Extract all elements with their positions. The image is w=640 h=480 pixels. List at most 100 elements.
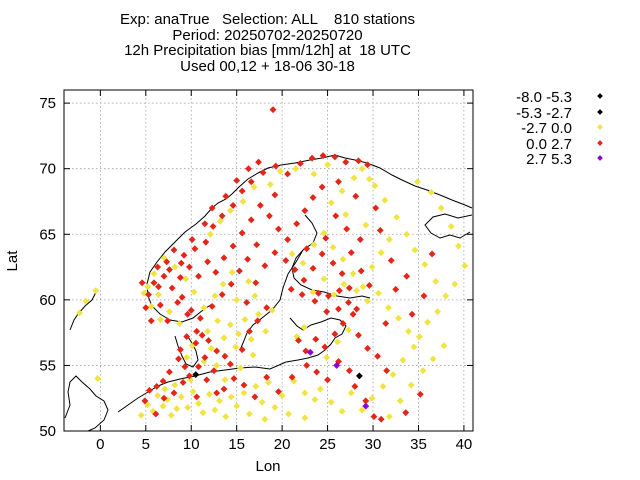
title-line-4: Used 00,12 + 18-06 30-18 — [180, 57, 355, 75]
chart-title-block: Exp: anaTrue Selection: ALL 810 stations… — [0, 12, 535, 74]
data-point — [251, 292, 259, 300]
data-point — [195, 272, 202, 280]
data-point — [300, 276, 308, 284]
data-point — [142, 304, 150, 312]
data-point — [262, 327, 270, 335]
legend-label: -8.0 -5.3 — [516, 89, 572, 106]
data-point — [315, 289, 322, 297]
data-point — [170, 246, 178, 254]
data-point — [355, 331, 362, 339]
data-point — [247, 335, 255, 343]
data-point — [292, 165, 300, 173]
data-point — [150, 270, 158, 278]
data-point — [368, 263, 376, 271]
data-point — [421, 261, 429, 268]
data-point — [187, 306, 195, 314]
data-point — [377, 415, 385, 423]
data-point — [318, 183, 326, 191]
data-point — [323, 308, 331, 316]
data-point — [222, 192, 230, 200]
data-point — [233, 402, 241, 410]
data-point — [440, 342, 448, 350]
coastline-gulf-bothnia — [291, 214, 371, 299]
data-point — [220, 254, 228, 262]
data-point — [176, 274, 184, 281]
data-point — [301, 207, 309, 215]
data-point — [338, 270, 346, 278]
data-point — [193, 327, 201, 335]
coastline-uk — [64, 375, 109, 432]
data-point — [164, 317, 172, 325]
data-point — [303, 361, 311, 369]
data-point — [334, 338, 341, 346]
data-point — [301, 414, 309, 422]
data-point — [155, 291, 162, 299]
data-point — [141, 397, 149, 405]
legend-entry: -5.3 -2.7 — [470, 105, 620, 122]
data-point — [166, 308, 173, 316]
legend-marker — [597, 108, 603, 115]
data-point — [137, 411, 145, 419]
data-point — [379, 382, 387, 390]
data-point — [226, 321, 234, 329]
data-point — [144, 283, 152, 291]
data-point — [174, 299, 182, 306]
data-point — [171, 263, 179, 271]
data-point — [364, 161, 371, 169]
data-point — [321, 343, 329, 351]
data-point — [303, 245, 311, 253]
data-point — [254, 317, 262, 325]
data-point — [266, 181, 274, 188]
data-point — [167, 411, 175, 419]
data-point — [324, 376, 332, 384]
data-points — [76, 106, 469, 423]
data-point — [416, 390, 424, 398]
data-point — [287, 285, 295, 293]
data-point — [218, 212, 226, 220]
data-point — [284, 236, 292, 243]
data-point — [239, 198, 247, 205]
data-point — [222, 413, 230, 420]
data-point — [208, 302, 216, 310]
data-point — [389, 371, 397, 379]
data-point — [357, 267, 365, 275]
data-point — [170, 389, 178, 397]
data-point — [432, 278, 440, 285]
data-point — [327, 398, 335, 406]
data-point — [288, 250, 296, 258]
data-point — [144, 401, 152, 409]
legend-label: 2.7 5.3 — [526, 151, 572, 168]
data-point — [271, 191, 279, 199]
data-point — [156, 316, 164, 323]
data-point — [195, 400, 202, 407]
data-point — [76, 309, 83, 317]
plot-frame — [63, 89, 474, 432]
data-point — [251, 393, 259, 401]
data-point — [310, 170, 318, 178]
x-tick-label: 30 — [365, 436, 382, 453]
data-point — [202, 238, 210, 246]
data-point — [362, 402, 370, 410]
data-point — [249, 351, 257, 359]
data-point — [182, 275, 190, 283]
data-point — [228, 268, 236, 276]
data-point — [408, 310, 416, 318]
x-tick-label: 5 — [142, 436, 150, 453]
data-point — [335, 178, 342, 186]
data-point — [211, 406, 219, 414]
data-point — [345, 326, 352, 334]
data-point — [220, 334, 228, 342]
data-point — [256, 201, 264, 209]
data-point — [247, 216, 255, 224]
legend-entry: -8.0 -5.3 — [470, 89, 620, 106]
data-point — [92, 287, 100, 295]
coastline-scotland — [69, 291, 97, 331]
data-point — [387, 257, 395, 264]
data-point — [275, 388, 282, 396]
data-point — [353, 305, 361, 313]
data-point — [226, 360, 234, 368]
data-point — [419, 367, 427, 375]
data-point — [427, 188, 435, 196]
data-point — [240, 389, 248, 397]
